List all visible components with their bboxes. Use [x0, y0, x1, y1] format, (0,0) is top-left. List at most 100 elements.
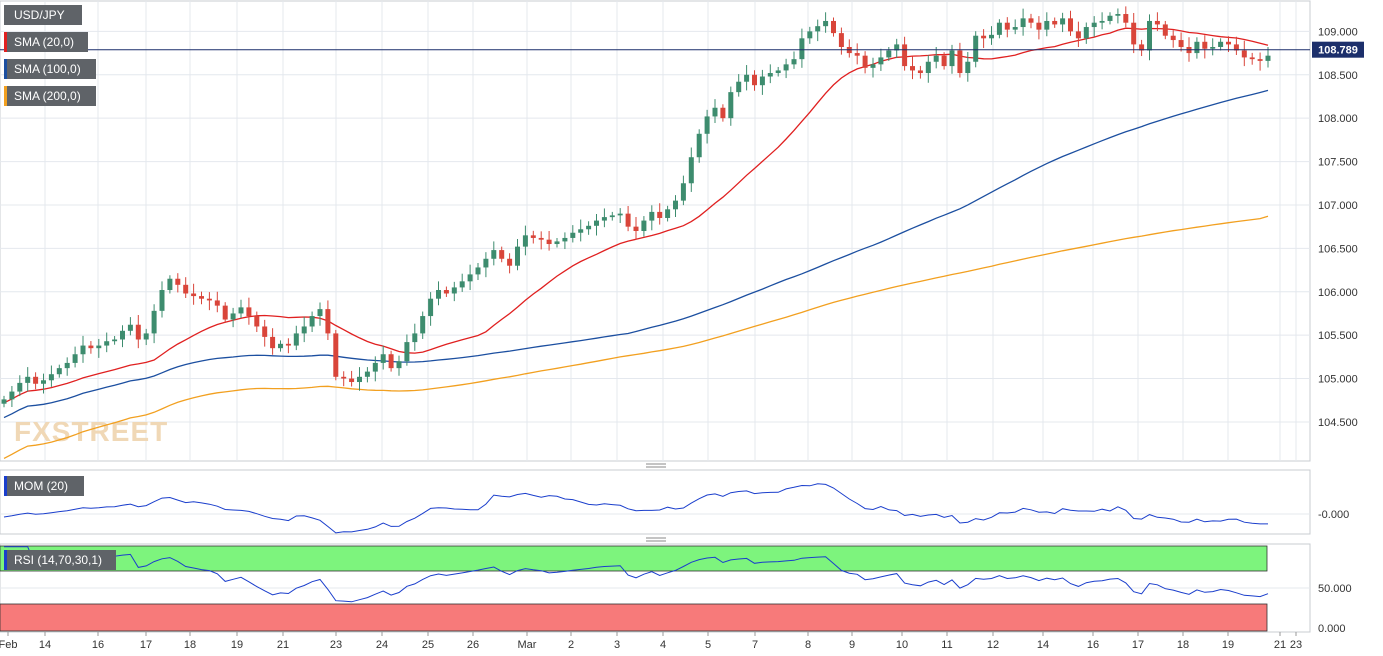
candle — [88, 341, 94, 354]
candle — [254, 311, 260, 333]
x-tick-label: 26 — [467, 639, 479, 651]
legend-momentum[interactable]: MOM (20) — [4, 476, 84, 496]
candle — [783, 58, 789, 79]
candle — [1249, 52, 1255, 65]
legend-symbol[interactable]: USD/JPY — [4, 5, 82, 25]
x-tick-label: 14 — [1037, 639, 1049, 651]
candle — [1028, 13, 1034, 29]
candle — [1202, 35, 1208, 59]
candle — [957, 42, 963, 78]
candle — [120, 325, 125, 348]
main-y-tick-label: 105.500 — [1318, 330, 1358, 342]
candle — [475, 262, 481, 280]
candle — [420, 311, 426, 339]
candle — [436, 281, 441, 306]
x-tick-label: 17 — [1132, 639, 1144, 651]
candle — [538, 231, 544, 250]
watermark-text: FXSTREET — [14, 416, 168, 447]
x-tick-label: 14 — [39, 639, 51, 651]
candle — [309, 311, 315, 333]
candle — [712, 99, 718, 124]
candle — [199, 291, 204, 305]
legend-symbol-box — [4, 5, 82, 25]
candle — [1107, 12, 1113, 25]
candle — [135, 315, 141, 349]
candle — [996, 19, 1002, 39]
candle — [1265, 47, 1271, 68]
candle — [823, 12, 829, 33]
candle — [641, 216, 647, 237]
legend-sma-200[interactable]: SMA (200,0) — [4, 86, 96, 106]
x-tick-label: 12 — [987, 639, 999, 651]
x-tick-label: 23 — [1290, 639, 1302, 651]
candle — [657, 203, 663, 225]
momentum-panel: -0.000 MOM (20) — [0, 469, 1349, 535]
x-tick-label: 11 — [941, 639, 952, 651]
candle — [380, 345, 386, 370]
candle — [9, 386, 15, 408]
candle — [530, 230, 536, 244]
candle — [25, 367, 31, 392]
candle — [467, 264, 473, 291]
candle — [507, 253, 513, 274]
candle — [515, 238, 520, 271]
candle — [372, 356, 378, 382]
x-tick-label: 17 — [140, 639, 152, 651]
legend-sma-100[interactable]: SMA (100,0) — [4, 59, 96, 79]
legend-rsi-label: RSI (14,70,30,1) — [14, 553, 102, 567]
candle — [1036, 16, 1042, 40]
candle — [1052, 17, 1058, 28]
candle — [143, 328, 149, 346]
legend-rsi[interactable]: RSI (14,70,30,1) — [4, 550, 116, 570]
x-tick-label: 16 — [92, 639, 104, 651]
candle — [1123, 6, 1129, 28]
x-tick-label: Feb — [0, 639, 17, 651]
candle — [270, 328, 276, 355]
candle — [222, 302, 228, 323]
candle — [989, 26, 994, 45]
candle — [341, 371, 347, 387]
candle — [17, 375, 23, 397]
candle — [752, 70, 757, 91]
candle — [1210, 38, 1216, 56]
rsi-line — [4, 546, 1269, 603]
candle — [364, 367, 370, 383]
candle — [1194, 37, 1200, 59]
rsi-tick-0: 0.000 — [1318, 623, 1346, 635]
candle — [104, 332, 110, 353]
candle — [767, 64, 773, 84]
candle — [262, 319, 268, 347]
candle — [633, 216, 639, 240]
rsi-tick-50: 50.000 — [1318, 583, 1352, 595]
candle — [285, 338, 291, 354]
candle — [1020, 8, 1026, 36]
x-tick-label: 16 — [1087, 639, 1099, 651]
panel-splitter-1[interactable] — [646, 463, 666, 468]
x-tick-label: 19 — [231, 639, 243, 651]
candle — [594, 213, 599, 236]
panel-splitter-2[interactable] — [646, 537, 666, 542]
candle — [878, 48, 884, 71]
candle — [546, 231, 552, 251]
main-y-tick-label: 106.500 — [1318, 243, 1358, 255]
candle — [191, 283, 197, 305]
candle — [925, 55, 931, 83]
momentum-tick-zero: -0.000 — [1318, 509, 1349, 521]
candle — [1131, 12, 1137, 54]
x-tick-label: 10 — [896, 639, 908, 651]
legend-sma-20[interactable]: SMA (20,0) — [4, 32, 88, 52]
x-axis: Feb 14 16 17 18 19 21 23 24 25 26 Mar 2 3 4 5 7 8 9 10 11 12 1… — [0, 632, 1302, 651]
main-y-tick-label: 107.500 — [1318, 157, 1358, 169]
candle — [183, 277, 189, 299]
candle — [981, 29, 987, 49]
candle — [246, 297, 252, 325]
legend-sma-100-swatch — [4, 59, 7, 79]
candle — [230, 307, 236, 328]
candle — [333, 329, 339, 381]
candle — [728, 86, 734, 126]
candle — [56, 364, 62, 378]
rsi-overbought-zone — [0, 545, 1268, 572]
candle — [1233, 36, 1239, 55]
candle — [696, 129, 702, 163]
